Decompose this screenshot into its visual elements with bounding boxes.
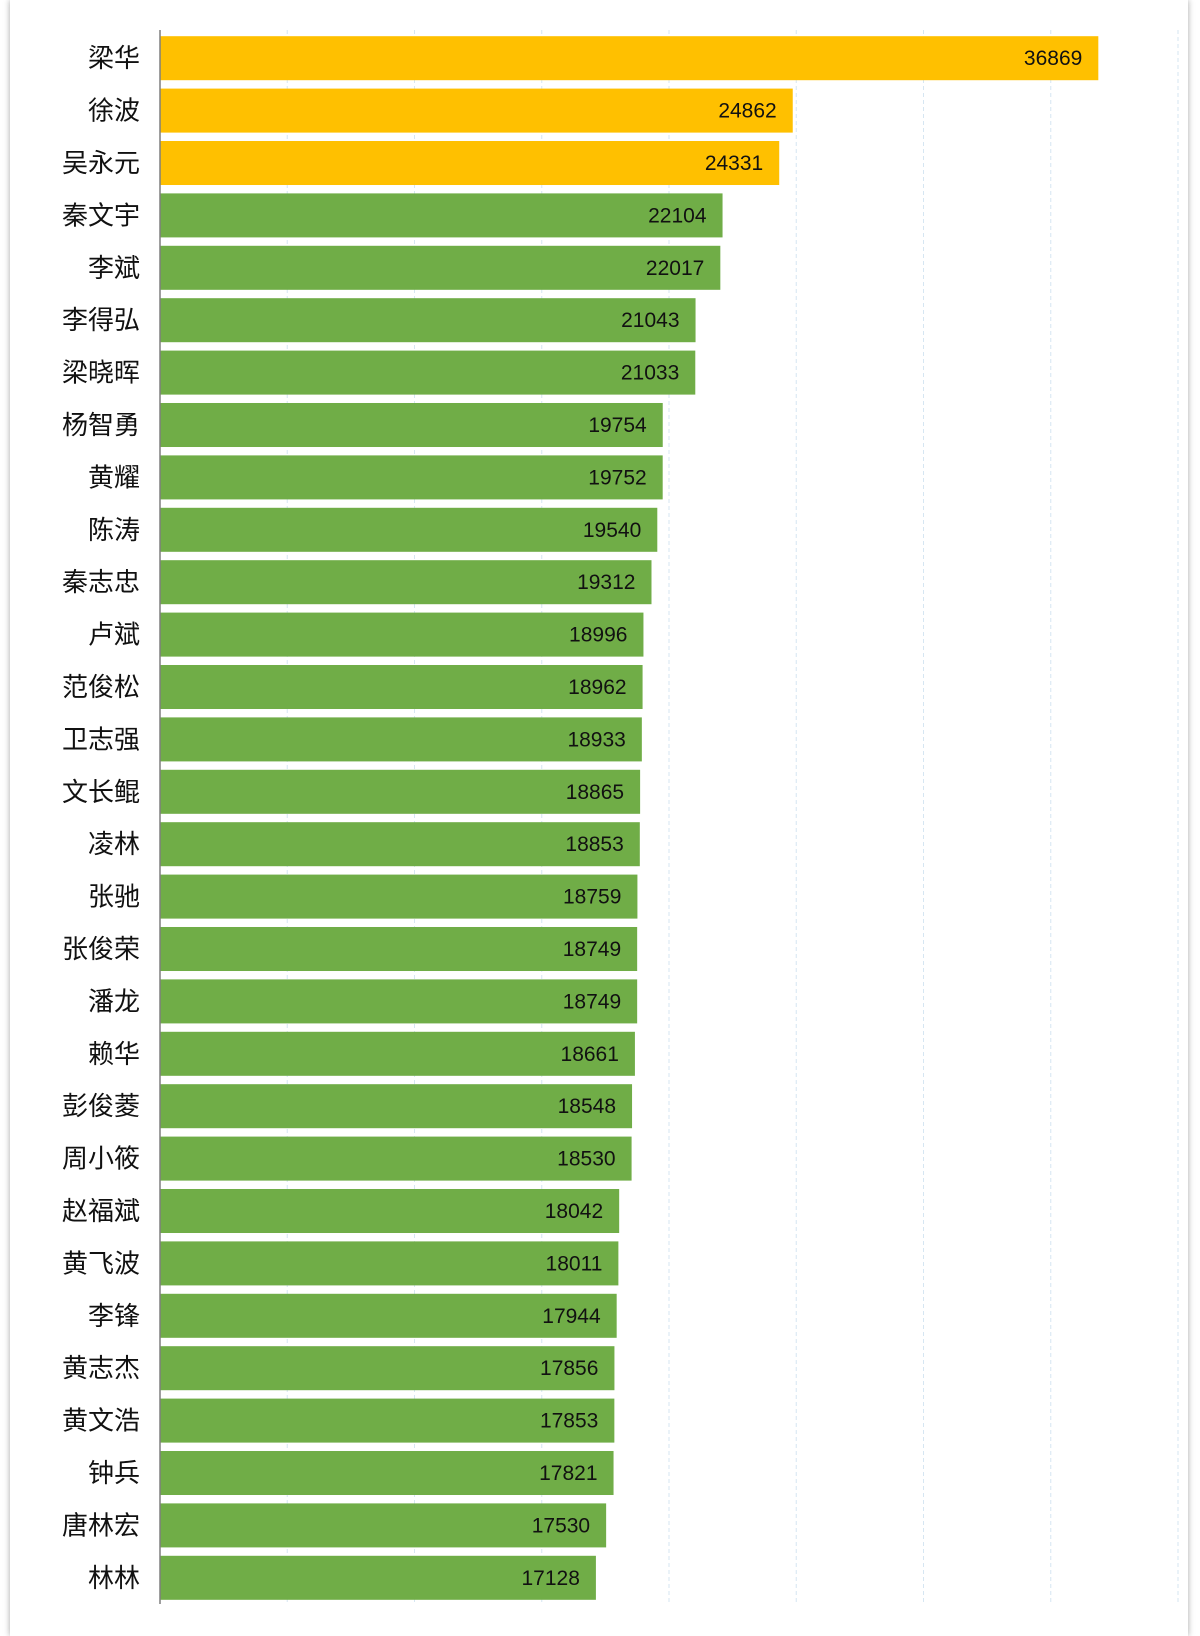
category-label: 潘龙 — [88, 987, 140, 1017]
data-label: 18548 — [558, 1095, 616, 1118]
data-label: 22104 — [648, 204, 707, 227]
bar — [160, 979, 638, 1024]
bar — [160, 1188, 620, 1234]
data-label: 24331 — [705, 152, 763, 175]
bar — [160, 1084, 633, 1129]
bar — [160, 822, 640, 867]
bar — [160, 350, 696, 395]
category-label: 黄飞波 — [62, 1249, 140, 1279]
category-label: 张驰 — [88, 883, 140, 913]
data-label: 18865 — [566, 781, 624, 804]
bar — [160, 140, 780, 186]
bar — [160, 1555, 596, 1600]
data-label: 18749 — [563, 938, 621, 961]
bar — [160, 874, 638, 919]
category-label: 唐林宏 — [62, 1511, 140, 1541]
data-label: 18042 — [545, 1200, 603, 1223]
category-label: 李斌 — [88, 254, 140, 284]
data-label: 18933 — [567, 728, 625, 751]
data-label: 17856 — [540, 1357, 598, 1380]
category-label: 凌林 — [88, 830, 140, 860]
category-label: 赵福斌 — [62, 1197, 140, 1227]
value-labels: 36869 24862 24331 22104 22017 21043 21033 19754… — [522, 47, 1083, 1590]
data-label: 18853 — [565, 833, 623, 856]
bar — [160, 1136, 632, 1181]
category-label: 黄文浩 — [62, 1407, 140, 1437]
category-label: 杨智勇 — [62, 411, 140, 441]
category-label: 徐波 — [88, 97, 140, 127]
bar — [160, 1293, 617, 1338]
bar — [160, 402, 663, 448]
data-label: 17530 — [532, 1514, 590, 1537]
bar — [160, 1241, 619, 1286]
bar — [160, 769, 641, 814]
category-label: 卢斌 — [88, 621, 140, 651]
bar — [160, 612, 644, 657]
category-label: 秦志忠 — [62, 568, 140, 598]
category-label: 彭俊菱 — [62, 1092, 140, 1122]
bar — [160, 455, 663, 500]
data-label: 17128 — [522, 1567, 580, 1590]
data-label: 17944 — [542, 1305, 601, 1328]
bars — [160, 36, 1099, 1600]
bar — [160, 298, 696, 343]
category-label: 周小筱 — [62, 1145, 140, 1175]
bar — [160, 507, 658, 552]
category-label: 文长鲲 — [62, 778, 140, 808]
gridlines — [286, 30, 1179, 1604]
category-label: 陈涛 — [88, 516, 140, 546]
bar — [160, 88, 793, 133]
category-label: 李锋 — [88, 1302, 140, 1332]
category-label: 梁华 — [88, 44, 140, 74]
bar — [160, 1450, 614, 1496]
data-label: 18759 — [563, 886, 621, 909]
data-label: 22017 — [646, 257, 704, 280]
data-label: 18661 — [561, 1043, 619, 1066]
category-label: 赖华 — [88, 1040, 140, 1070]
data-label: 17853 — [540, 1410, 598, 1433]
data-label: 17821 — [539, 1462, 597, 1485]
data-label: 21043 — [621, 309, 679, 332]
category-label: 林林 — [88, 1564, 140, 1594]
bar — [160, 717, 642, 762]
data-label: 36869 — [1024, 47, 1082, 70]
bar — [160, 664, 643, 710]
bar — [160, 1346, 615, 1391]
data-label: 24862 — [718, 100, 776, 123]
category-label: 张俊荣 — [62, 935, 140, 965]
category-label: 卫志强 — [62, 725, 140, 755]
bar — [160, 1398, 615, 1443]
data-label: 21033 — [621, 362, 679, 385]
data-label: 19752 — [588, 466, 646, 489]
bar — [160, 245, 721, 290]
data-label: 18530 — [557, 1148, 615, 1171]
bar — [160, 1031, 635, 1076]
data-label: 18011 — [546, 1252, 603, 1275]
bar — [160, 193, 723, 238]
data-label: 18996 — [569, 624, 627, 647]
category-label: 范俊松 — [62, 673, 140, 703]
category-label: 黄耀 — [88, 463, 140, 493]
data-label: 19540 — [583, 519, 641, 542]
category-label: 黄志杰 — [62, 1354, 140, 1384]
data-label: 19312 — [577, 571, 635, 594]
category-label: 李得弘 — [62, 306, 140, 336]
bar — [160, 926, 638, 972]
data-label: 19754 — [588, 414, 647, 437]
bar — [160, 36, 1099, 81]
category-label: 吴永元 — [62, 149, 140, 179]
category-labels: 梁华徐波吴永元秦文宇李斌李得弘梁晓晖杨智勇黄耀陈涛秦志忠卢斌范俊松卫志强文长鲲凌… — [62, 44, 140, 1594]
category-label: 梁晓晖 — [62, 359, 140, 389]
data-label: 18962 — [568, 676, 626, 699]
category-label: 秦文宇 — [62, 201, 140, 231]
data-label: 18749 — [563, 990, 621, 1013]
bar — [160, 560, 652, 605]
bar — [160, 1503, 607, 1548]
category-label: 钟兵 — [88, 1459, 140, 1489]
